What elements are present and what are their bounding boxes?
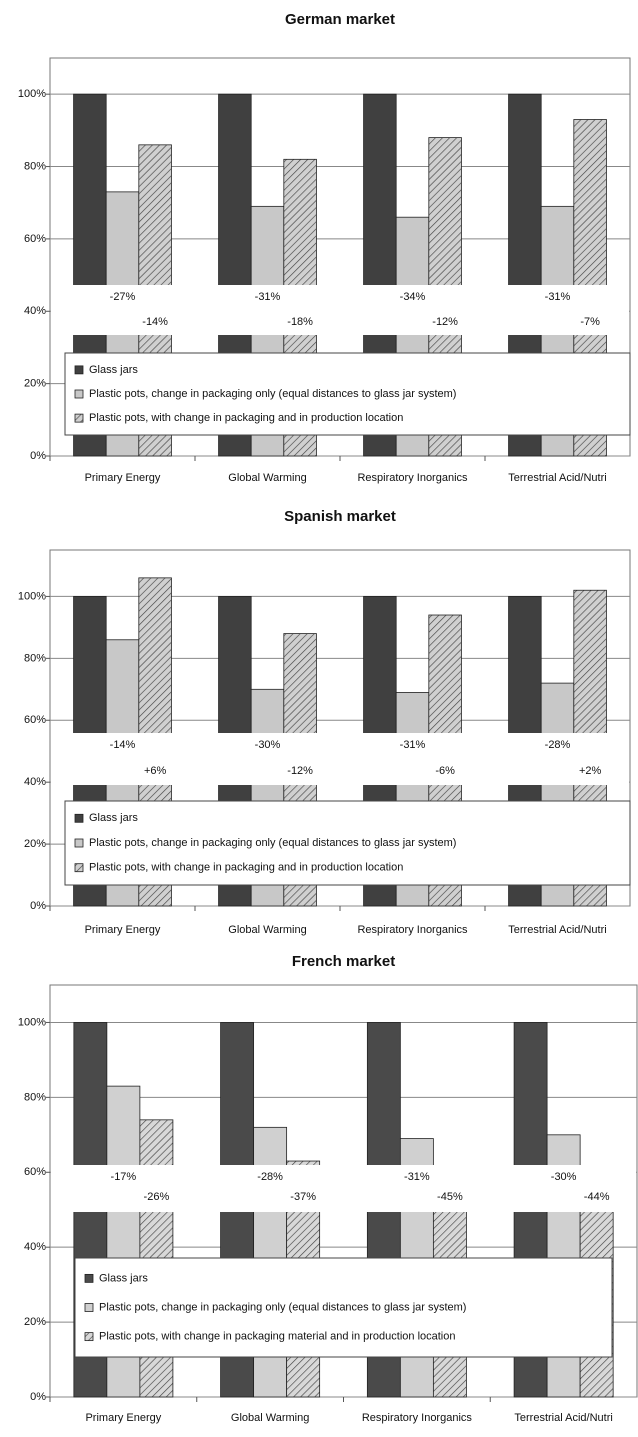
y-tick-label: 20%	[24, 1316, 46, 1328]
x-tick-label: Global Warming	[228, 472, 306, 484]
legend-swatch	[84, 1303, 94, 1312]
y-tick-label: 40%	[24, 776, 46, 788]
legend-label: Plastic pots, change in packaging only (…	[89, 388, 456, 400]
change-label: -31%	[404, 1171, 430, 1183]
y-tick-label: 0%	[30, 900, 46, 912]
change-label: -37%	[290, 1191, 316, 1203]
y-tick-label: 100%	[18, 1016, 46, 1028]
legend-label: Glass jars	[89, 364, 138, 376]
change-label: -7%	[580, 316, 600, 328]
change-label: -30%	[551, 1171, 577, 1183]
change-label: -12%	[432, 316, 458, 328]
label-band	[51, 1165, 636, 1212]
change-label: +2%	[579, 765, 602, 777]
change-label: -27%	[110, 291, 136, 303]
legend-box	[64, 800, 631, 886]
y-tick-label: 80%	[24, 652, 46, 664]
y-tick-label: 100%	[18, 590, 46, 602]
chart-title: Spanish market	[284, 508, 396, 525]
y-tick-label: 0%	[30, 450, 46, 462]
change-label: -26%	[144, 1191, 170, 1203]
change-label: -28%	[257, 1171, 283, 1183]
y-tick-label: 20%	[24, 838, 46, 850]
legend-label: Glass jars	[89, 812, 138, 824]
change-label: +6%	[144, 765, 167, 777]
change-label: -14%	[110, 739, 136, 751]
change-label: -34%	[400, 291, 426, 303]
change-label: -31%	[255, 291, 281, 303]
chart-title: French market	[292, 953, 395, 970]
label-band	[51, 285, 629, 335]
change-label: -17%	[111, 1171, 137, 1183]
label-band	[51, 733, 629, 785]
legend-label: Plastic pots, change in packaging only (…	[89, 837, 456, 849]
y-tick-label: 80%	[24, 160, 46, 172]
x-tick-label: Respiratory Inorganics	[362, 1412, 473, 1424]
legend-swatch	[74, 838, 84, 848]
y-tick-label: 100%	[18, 88, 46, 100]
legend-swatch	[74, 365, 84, 375]
legend-swatch	[74, 863, 84, 873]
legend-label: Plastic pots, with change in packaging a…	[89, 412, 403, 424]
legend-label: Glass jars	[99, 1272, 148, 1284]
change-label: -6%	[435, 765, 455, 777]
y-tick-label: 0%	[30, 1391, 46, 1403]
legend-swatch	[74, 813, 84, 823]
legend-swatch	[74, 413, 84, 423]
x-tick-label: Primary Energy	[85, 472, 161, 484]
x-tick-label: Respiratory Inorganics	[357, 472, 468, 484]
x-tick-label: Terrestrial Acid/Nutri	[508, 472, 606, 484]
y-tick-label: 60%	[24, 1166, 46, 1178]
x-tick-label: Respiratory Inorganics	[357, 924, 468, 936]
x-tick-label: Global Warming	[231, 1412, 309, 1424]
legend-box	[64, 352, 631, 436]
change-label: -12%	[287, 765, 313, 777]
change-label: -31%	[545, 291, 571, 303]
y-tick-label: 60%	[24, 714, 46, 726]
legend-swatch	[84, 1273, 94, 1283]
change-label: -31%	[400, 739, 426, 751]
y-tick-label: 80%	[24, 1091, 46, 1103]
change-label: -30%	[255, 739, 281, 751]
y-tick-label: 20%	[24, 378, 46, 390]
change-label: -28%	[545, 739, 571, 751]
change-label: -14%	[142, 316, 168, 328]
change-label: -45%	[437, 1191, 463, 1203]
chart-title: German market	[285, 11, 395, 28]
y-tick-label: 40%	[24, 305, 46, 317]
y-tick-label: 60%	[24, 233, 46, 245]
x-tick-label: Terrestrial Acid/Nutri	[514, 1412, 612, 1424]
legend-label: Plastic pots, change in packaging only (…	[99, 1301, 466, 1313]
x-tick-label: Primary Energy	[85, 1412, 161, 1424]
legend-label: Plastic pots, with change in packaging a…	[89, 862, 403, 874]
change-label: -18%	[287, 316, 313, 328]
x-tick-label: Terrestrial Acid/Nutri	[508, 924, 606, 936]
legend-swatch	[74, 389, 84, 399]
legend-label: Plastic pots, with change in packaging m…	[99, 1331, 456, 1343]
legend-box	[74, 1257, 613, 1358]
y-tick-label: 40%	[24, 1241, 46, 1253]
change-label: -44%	[584, 1191, 610, 1203]
x-tick-label: Primary Energy	[85, 924, 161, 936]
legend-swatch	[84, 1332, 94, 1342]
x-tick-label: Global Warming	[228, 924, 306, 936]
